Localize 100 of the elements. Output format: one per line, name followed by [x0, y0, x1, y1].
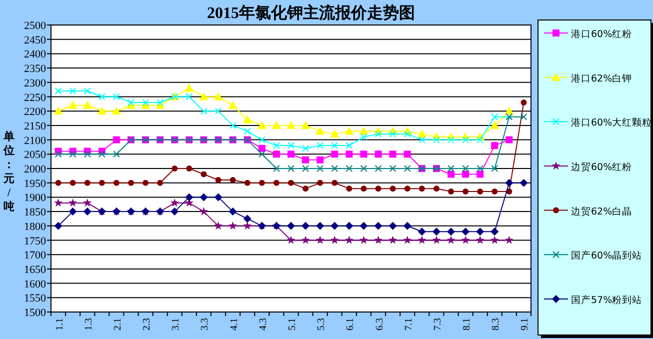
- point: [316, 165, 324, 172]
- point: [331, 165, 338, 172]
- point: [432, 136, 440, 144]
- point: [330, 130, 340, 138]
- y-tick-label: 2000: [24, 164, 46, 176]
- point: [344, 126, 354, 135]
- point: [404, 186, 410, 192]
- y-tick-label: 1900: [24, 192, 46, 204]
- point: [258, 144, 266, 152]
- point: [199, 207, 208, 216]
- point: [70, 180, 76, 186]
- point: [346, 150, 353, 158]
- point: [244, 180, 250, 186]
- point: [84, 180, 90, 186]
- point: [332, 180, 338, 186]
- y-tick-label: 2200: [24, 106, 46, 118]
- point: [186, 166, 192, 172]
- x-tick-label: 7.3: [432, 318, 444, 330]
- point: [273, 180, 280, 186]
- point: [520, 99, 527, 106]
- point: [389, 130, 396, 138]
- point: [112, 150, 120, 158]
- y-tick-label: 1550: [24, 292, 46, 305]
- point: [185, 193, 194, 202]
- point: [490, 236, 499, 244]
- point: [389, 165, 396, 172]
- point: [112, 106, 121, 115]
- y-tick-label: 2100: [24, 134, 46, 147]
- point: [360, 133, 368, 140]
- point: [316, 126, 325, 135]
- point: [476, 236, 484, 244]
- point: [244, 128, 251, 135]
- x-tick-label: 3.3: [200, 318, 211, 330]
- point: [228, 208, 237, 216]
- point: [346, 165, 353, 172]
- point: [388, 236, 398, 244]
- point: [359, 126, 368, 135]
- point: [360, 186, 367, 192]
- point: [360, 222, 368, 230]
- point: [404, 130, 411, 138]
- legend-label: 港口60%红粉: [571, 28, 632, 40]
- point: [214, 221, 223, 230]
- x-tick-label: 4.3: [258, 318, 269, 330]
- point: [316, 156, 324, 164]
- y-tick-label: 2050: [24, 149, 46, 162]
- point: [272, 150, 280, 158]
- point: [491, 113, 498, 120]
- point: [55, 180, 62, 186]
- point: [302, 156, 310, 164]
- legend-label: 边贸60%红粉: [571, 160, 632, 173]
- point: [505, 178, 514, 187]
- x-tick-label: 6.3: [374, 318, 386, 330]
- point: [215, 176, 222, 183]
- point: [448, 170, 454, 178]
- x-tick-label: 2.1: [112, 318, 124, 330]
- point: [476, 136, 484, 144]
- point: [286, 236, 296, 244]
- y-tick-label: 2250: [24, 92, 46, 104]
- point: [113, 180, 120, 186]
- point: [84, 150, 91, 158]
- point: [330, 222, 339, 230]
- point: [288, 165, 294, 172]
- point: [243, 221, 252, 230]
- point: [186, 93, 193, 100]
- point: [374, 165, 382, 172]
- legend-label: 港口62%白钾: [571, 72, 632, 84]
- point: [288, 142, 294, 150]
- point: [199, 92, 208, 100]
- point: [54, 106, 63, 115]
- point: [316, 142, 324, 150]
- point: [330, 236, 339, 244]
- point: [492, 188, 498, 194]
- point: [345, 222, 354, 230]
- point: [374, 130, 382, 138]
- point: [375, 186, 382, 192]
- point: [388, 222, 397, 230]
- point: [83, 208, 92, 216]
- point: [288, 150, 294, 158]
- point: [302, 165, 310, 172]
- y-axis-title: 单位：元/吨: [2, 130, 14, 213]
- point: [157, 180, 164, 186]
- point: [390, 186, 396, 192]
- point: [418, 186, 425, 192]
- y-tick-label: 2450: [24, 34, 46, 46]
- point: [432, 228, 440, 236]
- point: [184, 84, 194, 92]
- legend-label: 国产60%晶到站: [571, 250, 642, 262]
- point: [418, 136, 426, 144]
- point: [462, 170, 470, 178]
- point: [83, 198, 92, 207]
- point: [301, 236, 310, 244]
- point: [200, 193, 208, 202]
- point: [491, 165, 498, 172]
- point: [404, 165, 411, 172]
- point: [462, 165, 470, 172]
- point: [214, 193, 222, 202]
- point: [374, 236, 383, 244]
- point: [272, 142, 280, 150]
- point: [229, 122, 236, 129]
- point: [476, 170, 484, 178]
